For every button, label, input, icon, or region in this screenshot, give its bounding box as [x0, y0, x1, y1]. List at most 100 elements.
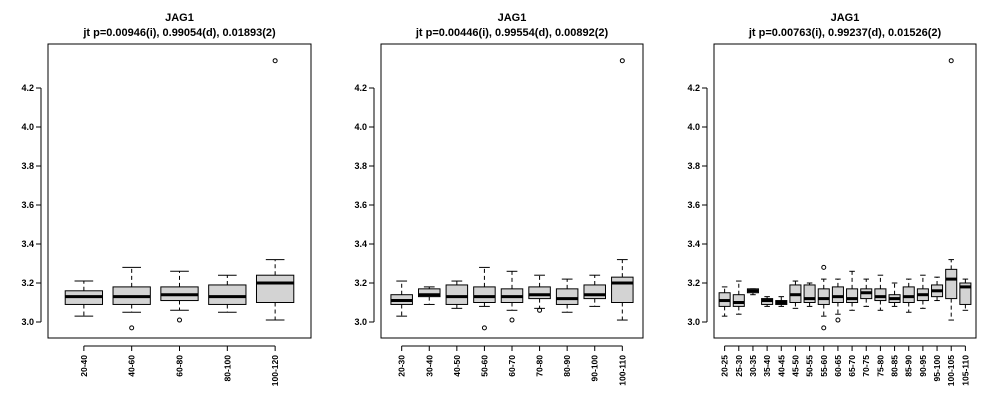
x-tick-label: 35-40	[762, 355, 772, 377]
box-50-55	[803, 282, 816, 307]
x-tick-label: 100-120	[270, 355, 280, 386]
outlier-point	[129, 325, 135, 331]
box-20-25	[718, 286, 731, 317]
box-iqr	[473, 286, 496, 303]
x-tick-label: 50-60	[479, 355, 489, 377]
box-40-50	[445, 280, 469, 309]
box-100-120	[255, 58, 295, 321]
x-tick-label: 30-35	[748, 355, 758, 377]
y-tick-label: 3.8	[21, 161, 34, 171]
x-tick-label: 80-90	[562, 355, 572, 377]
x-tick-label: 80-100	[222, 355, 232, 382]
outlier-point	[481, 325, 487, 331]
outlier-point	[821, 264, 827, 270]
x-tick-label: 70-80	[535, 355, 545, 377]
box-iqr	[874, 288, 887, 302]
box-iqr	[945, 268, 958, 300]
x-tick-label: 45-50	[790, 355, 800, 377]
y-tick-label: 3.8	[354, 161, 367, 171]
y-tick-label: 3.4	[21, 239, 34, 249]
box-90-100	[583, 274, 606, 307]
y-tick-label: 3.2	[21, 278, 34, 288]
box-iqr	[846, 288, 859, 304]
x-tick-label: 75-80	[875, 355, 885, 377]
box-45-50	[789, 280, 802, 309]
box-50-60	[473, 266, 496, 331]
box-iqr	[445, 284, 469, 305]
x-tick-label: 50-55	[805, 355, 815, 377]
box-iqr	[831, 286, 844, 303]
y-tick-label: 3.0	[21, 317, 34, 327]
y-tick-label: 4.0	[354, 122, 367, 132]
x-tick-label: 40-50	[452, 355, 462, 377]
box-iqr	[583, 284, 606, 300]
x-tick-label: 40-45	[776, 355, 786, 377]
x-tick-label: 20-30	[397, 355, 407, 377]
box-iqr	[817, 288, 830, 305]
box-75-80	[874, 274, 887, 311]
plot-frame	[380, 43, 644, 339]
box-30-40	[418, 286, 441, 305]
chart-panel-1: JAG1 jt p=0.00946(i), 0.99054(d), 0.01893…	[21, 12, 312, 386]
box-80-100	[208, 274, 247, 313]
box-iqr	[959, 282, 972, 305]
x-tick-label: 105-110	[960, 355, 970, 386]
box-80-90	[555, 278, 579, 313]
x-tick-label: 100-105	[946, 355, 956, 386]
x-tick-label: 60-65	[833, 355, 843, 377]
box-80-85	[888, 282, 901, 307]
chart-subtitle: jt p=0.00763(i), 0.99237(d), 0.01526(2)	[748, 27, 942, 39]
chart-panel-2: JAG1 jt p=0.00446(i), 0.99554(d), 0.00892…	[354, 12, 644, 386]
box-iqr	[255, 274, 295, 304]
x-tick-label: 40-60	[127, 355, 137, 377]
box-90-95	[916, 274, 929, 309]
x-tick-label: 60-70	[507, 355, 517, 377]
box-65-70	[846, 270, 859, 311]
y-tick-label: 3.6	[354, 200, 367, 210]
box-70-75	[860, 278, 873, 307]
box-20-40	[64, 280, 104, 317]
y-tick-label: 3.8	[687, 161, 700, 171]
box-iqr	[555, 288, 579, 305]
outlier-point	[177, 317, 182, 323]
x-tick-label: 60-80	[175, 355, 185, 377]
box-55-60	[817, 264, 830, 331]
outlier-point	[948, 58, 954, 64]
y-tick-label: 4.2	[354, 83, 367, 93]
box-25-30	[732, 280, 745, 315]
box-100-110	[611, 58, 634, 321]
x-tick-label: 90-95	[918, 355, 928, 377]
x-tick-label: 25-30	[734, 355, 744, 377]
chart-subtitle: jt p=0.00946(i), 0.99054(d), 0.01893(2)	[82, 27, 276, 39]
y-tick-label: 3.0	[354, 317, 367, 327]
y-tick-label: 4.2	[687, 83, 700, 93]
box-35-40	[761, 296, 774, 307]
chart-subtitle: jt p=0.00446(i), 0.99554(d), 0.00892(2)	[415, 27, 609, 39]
x-tick-label: 30-40	[424, 355, 434, 377]
box-iqr	[902, 286, 915, 303]
box-60-65	[831, 278, 844, 323]
x-tick-label: 20-40	[79, 355, 89, 377]
y-tick-label: 4.2	[21, 83, 34, 93]
outlier-point	[619, 58, 625, 64]
outlier-point	[272, 58, 278, 64]
y-tick-label: 3.6	[21, 200, 34, 210]
chart-panel-3: JAG1 jt p=0.00763(i), 0.99237(d), 0.01526…	[687, 12, 977, 386]
x-tick-label: 80-85	[890, 355, 900, 377]
y-tick-label: 3.4	[687, 239, 700, 249]
box-60-70	[500, 270, 524, 323]
x-tick-label: 20-25	[720, 355, 730, 377]
x-tick-label: 95-100	[932, 355, 942, 382]
plot-frame	[713, 43, 977, 339]
y-tick-label: 4.0	[687, 122, 700, 132]
box-60-80	[160, 270, 199, 323]
box-iqr	[418, 288, 441, 298]
chart-title: JAG1	[498, 12, 527, 24]
box-70-80	[528, 274, 551, 313]
box-40-45	[775, 296, 788, 307]
x-tick-label: 85-90	[904, 355, 914, 377]
x-tick-label: 100-110	[617, 355, 627, 386]
box-95-100	[931, 276, 944, 302]
chart-title: JAG1	[831, 12, 860, 24]
